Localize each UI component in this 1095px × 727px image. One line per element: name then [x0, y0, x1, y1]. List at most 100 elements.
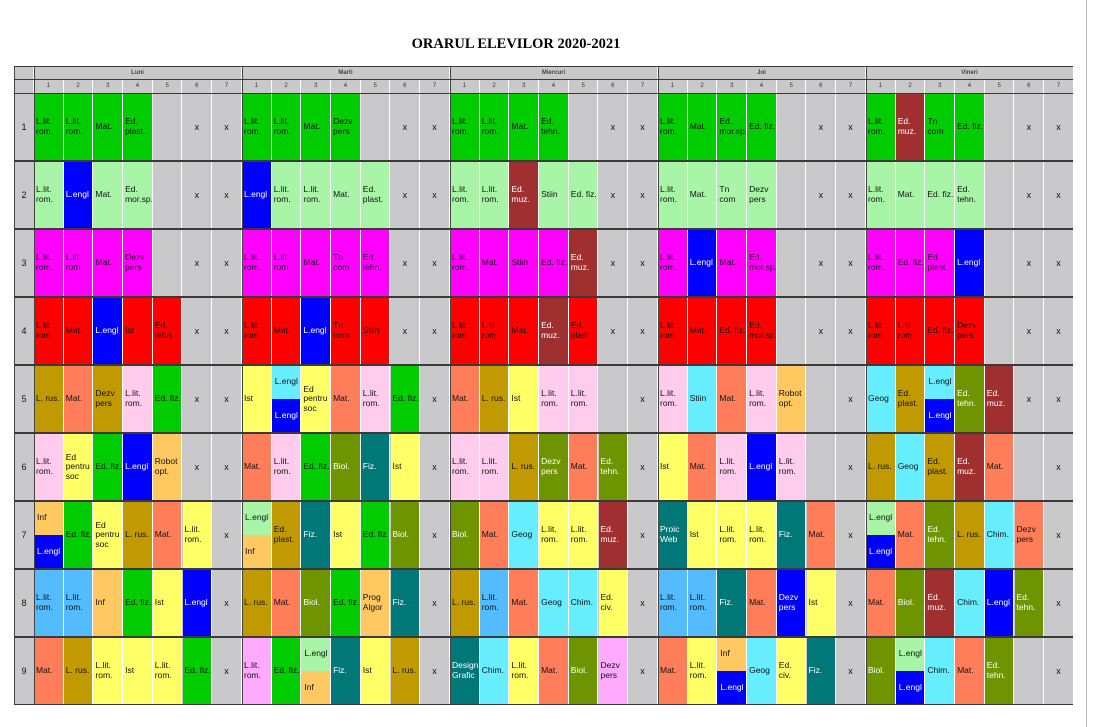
lesson-cell[interactable]: L.lit. rom. — [93, 637, 124, 705]
lesson-cell[interactable]: Ed. tehn. — [539, 93, 569, 161]
lesson-cell[interactable]: L. rus. — [242, 569, 272, 637]
lesson-cell[interactable]: Ed. fiz. — [271, 637, 302, 705]
lesson-cell[interactable]: L.lit. rom. — [271, 229, 302, 297]
lesson-cell[interactable]: Ist — [360, 637, 391, 705]
lesson-cell[interactable]: L.lit. rom. — [271, 93, 302, 161]
lesson-cell[interactable]: Ed. tehn. — [360, 229, 391, 297]
lesson-cell[interactable]: Dezv pers — [747, 161, 777, 229]
lesson-cell[interactable]: L. rus. — [34, 365, 64, 433]
split-lesson-cell[interactable]: L.engl L.engl — [866, 501, 896, 569]
lesson-cell[interactable]: L.lit. rom. — [152, 637, 183, 705]
lesson-cell[interactable]: Ist — [242, 365, 272, 433]
lesson-cell[interactable]: Fiz. — [331, 637, 361, 705]
lesson-cell[interactable]: Fiz. — [390, 569, 421, 637]
lesson-cell[interactable]: Ed. plast. — [925, 433, 956, 501]
lesson-cell[interactable]: Dezv pers — [539, 433, 569, 501]
lesson-cell[interactable]: Chim. — [568, 569, 599, 637]
lesson-cell[interactable]: L.lit. rom. — [450, 93, 480, 161]
lesson-cell[interactable]: L.lit. rom. — [717, 501, 748, 569]
lesson-cell[interactable]: L.lit. rom. — [450, 229, 480, 297]
lesson-cell[interactable]: Ed. fiz. — [390, 365, 421, 433]
lesson-cell[interactable]: Ist — [331, 501, 361, 569]
lesson-cell[interactable]: L. rus. — [509, 433, 540, 501]
lesson-cell[interactable]: Mat. — [539, 637, 569, 705]
lesson-cell[interactable]: Ed. fiz. — [717, 297, 748, 365]
lesson-cell[interactable]: Chim. — [925, 637, 956, 705]
lesson-cell[interactable]: Tn com — [331, 229, 361, 297]
lesson-cell[interactable]: Ed. mor.sp. — [717, 93, 748, 161]
lesson-cell[interactable]: Ist — [509, 365, 540, 433]
split-lesson-cell[interactable]: L.engl Inf — [301, 637, 332, 705]
lesson-cell[interactable]: L.lit. rom. — [34, 161, 64, 229]
lesson-cell[interactable]: L. rus. — [450, 569, 480, 637]
lesson-cell[interactable]: Tn com — [925, 93, 956, 161]
lesson-cell[interactable]: Proic Web — [658, 501, 688, 569]
lesson-cell[interactable]: L.engl — [301, 297, 332, 365]
lesson-cell[interactable]: Mat. — [658, 637, 688, 705]
split-lesson-cell[interactable]: Inf L.engl — [34, 501, 64, 569]
lesson-cell[interactable]: Ed. mor.sp. — [747, 297, 777, 365]
lesson-cell[interactable]: Mat. — [717, 365, 748, 433]
vertical-scrollbar[interactable] — [1086, 0, 1087, 727]
split-lesson-cell[interactable]: L.engl L.engl — [895, 637, 926, 705]
lesson-cell[interactable]: Biol. — [301, 569, 332, 637]
lesson-cell[interactable]: L.lit. rom. — [34, 93, 64, 161]
lesson-cell[interactable]: L.engl — [747, 433, 777, 501]
lesson-cell[interactable]: L.lit. rom. — [479, 93, 510, 161]
lesson-cell[interactable]: Mat. — [895, 501, 926, 569]
lesson-cell[interactable]: L.engl — [93, 297, 124, 365]
lesson-cell[interactable]: Mat. — [509, 569, 540, 637]
lesson-cell[interactable]: Ist — [658, 433, 688, 501]
lesson-cell[interactable]: Robot opt. — [776, 365, 807, 433]
lesson-cell[interactable]: Inf — [93, 569, 124, 637]
lesson-cell[interactable]: L.lit. rom. — [271, 161, 302, 229]
lesson-cell[interactable]: L.lit. rom. — [360, 365, 391, 433]
lesson-cell[interactable]: Dezv pers — [93, 365, 124, 433]
lesson-cell[interactable]: Ed. fiz. — [63, 501, 94, 569]
lesson-cell[interactable]: Ed. tehn. — [925, 501, 956, 569]
lesson-cell[interactable]: Ist — [390, 433, 421, 501]
lesson-cell[interactable]: Ed. tehn. — [955, 365, 985, 433]
lesson-cell[interactable]: Mat. — [687, 433, 718, 501]
lesson-cell[interactable]: L.lit. rom. — [658, 161, 688, 229]
lesson-cell[interactable]: L. rus. — [479, 365, 510, 433]
lesson-cell[interactable]: Mat. — [271, 297, 302, 365]
lesson-cell[interactable]: L.lit. rom. — [866, 161, 896, 229]
lesson-cell[interactable]: Geog — [509, 501, 540, 569]
lesson-cell[interactable]: Ed. plast. — [360, 161, 391, 229]
lesson-cell[interactable]: Ed pentru soc — [63, 433, 94, 501]
lesson-cell[interactable]: Fiz. — [360, 433, 391, 501]
lesson-cell[interactable]: Ed. muz. — [955, 433, 985, 501]
lesson-cell[interactable]: L.lit. rom. — [63, 93, 94, 161]
lesson-cell[interactable]: Ed. fiz. — [925, 161, 956, 229]
lesson-cell[interactable]: Mat. — [955, 637, 985, 705]
lesson-cell[interactable]: L.lit. rom. — [479, 297, 510, 365]
lesson-cell[interactable]: L.lit. rom. — [895, 297, 926, 365]
lesson-cell[interactable]: Ed. fiz. — [925, 297, 956, 365]
lesson-cell[interactable]: L.lit. rom. — [658, 365, 688, 433]
lesson-cell[interactable]: L.lit. rom. — [866, 297, 896, 365]
lesson-cell[interactable]: L. rus. — [123, 501, 153, 569]
lesson-cell[interactable]: L.lit. rom. — [242, 93, 272, 161]
lesson-cell[interactable]: Ed. tehn. — [598, 433, 629, 501]
lesson-cell[interactable]: L.lit. rom. — [658, 297, 688, 365]
lesson-cell[interactable]: Stiin — [539, 161, 569, 229]
lesson-cell[interactable]: Mat. — [687, 161, 718, 229]
lesson-cell[interactable]: L.lit. rom. — [63, 569, 94, 637]
lesson-cell[interactable]: L.lit. rom. — [479, 161, 510, 229]
lesson-cell[interactable]: Geog — [895, 433, 926, 501]
lesson-cell[interactable]: L.lit. rom. — [568, 365, 599, 433]
lesson-cell[interactable]: Tn com — [331, 297, 361, 365]
lesson-cell[interactable]: L.lit. rom. — [242, 229, 272, 297]
lesson-cell[interactable]: Biol. — [331, 433, 361, 501]
lesson-cell[interactable]: Ist — [123, 637, 153, 705]
lesson-cell[interactable]: Mat. — [152, 501, 183, 569]
lesson-cell[interactable]: L.engl — [182, 569, 213, 637]
lesson-cell[interactable]: Ed. muz. — [895, 93, 926, 161]
split-lesson-cell[interactable]: L.engl L.engl — [925, 365, 956, 433]
lesson-cell[interactable]: Fiz. — [806, 637, 837, 705]
lesson-cell[interactable]: Dezv pers — [123, 229, 153, 297]
lesson-cell[interactable]: Mat. — [271, 569, 302, 637]
lesson-cell[interactable]: Ed. fiz. — [568, 161, 599, 229]
lesson-cell[interactable]: L.lit. rom. — [63, 229, 94, 297]
